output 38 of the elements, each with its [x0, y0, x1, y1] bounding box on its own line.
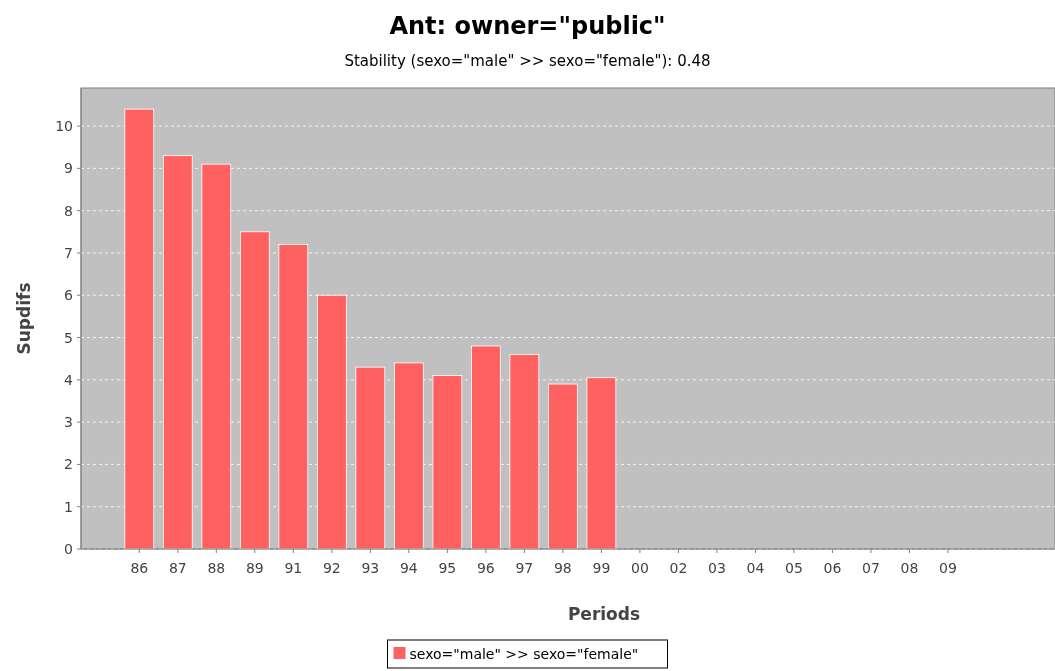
x-tick-label: 91 [284, 560, 303, 576]
x-tick-label: 95 [438, 560, 457, 576]
y-tick-label: 5 [64, 329, 73, 346]
x-tick-label: 08 [900, 560, 919, 576]
x-tick-label: 02 [669, 560, 688, 576]
x-tick-label: 93 [361, 560, 380, 576]
y-tick-label: 4 [64, 371, 74, 388]
x-tick-label: 87 [168, 560, 187, 576]
y-tick-label: 10 [55, 118, 73, 135]
x-tick-label: 96 [476, 560, 495, 576]
y-tick-label: 3 [64, 414, 73, 431]
chart-title: Ant: owner="public" [389, 12, 666, 40]
legend-label: sexo="male" >> sexo="female" [409, 646, 639, 662]
y-tick-label: 0 [64, 541, 73, 557]
x-axis-title: Periods [567, 604, 641, 624]
x-tick-label: 94 [399, 560, 418, 576]
x-tick-label: 09 [939, 560, 957, 576]
x-tick-label: 04 [746, 560, 765, 576]
x-tick-label: 99 [592, 560, 611, 576]
x-tick-label: 86 [130, 560, 149, 576]
x-tick-label: 05 [785, 560, 803, 576]
y-tick-label: 9 [64, 160, 73, 177]
chart-subtitle: Stability (sexo="male" >> sexo="female"): 0.48 [344, 52, 711, 70]
y-axis-title: Supdifs [14, 282, 34, 355]
y-tick-label: 6 [64, 287, 74, 304]
x-tick-label: 88 [207, 560, 226, 576]
x-tick-label: 03 [708, 560, 726, 576]
x-tick-label: 07 [862, 560, 880, 576]
x-tick-label: 92 [322, 560, 341, 576]
x-tick-label: 06 [823, 560, 842, 576]
y-tick-label: 1 [64, 498, 73, 515]
x-tick-label: 97 [515, 560, 534, 576]
y-tick-label: 8 [64, 202, 73, 219]
y-tick-label: 2 [64, 456, 73, 473]
x-tick-label: 89 [245, 560, 264, 576]
y-tick-label: 7 [64, 244, 73, 261]
x-tick-label: 00 [630, 560, 649, 576]
x-tick-label: 98 [553, 560, 572, 576]
